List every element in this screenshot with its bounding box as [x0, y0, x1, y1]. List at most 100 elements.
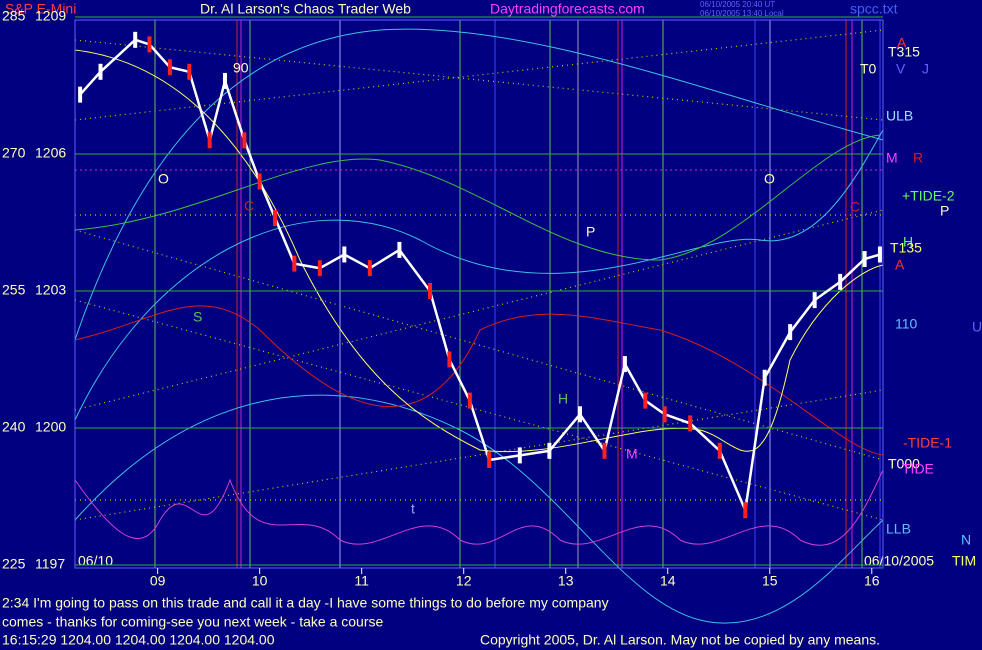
- annotation: P: [586, 224, 595, 240]
- x-tick-label: 09: [150, 573, 166, 589]
- price-bar: [133, 31, 138, 48]
- annotation: M: [886, 150, 898, 166]
- price-bar: [643, 392, 648, 409]
- start-date: 06/10: [78, 553, 113, 569]
- price-bar: [547, 442, 552, 459]
- file-name: spcc.txt: [850, 1, 898, 17]
- annotation: TIDE: [902, 461, 934, 477]
- price-bar: [167, 59, 172, 76]
- annotation: t: [411, 501, 415, 517]
- price-bar: [743, 502, 748, 519]
- annotation: H: [903, 234, 913, 250]
- annotation: A: [897, 35, 907, 51]
- price-bar: [428, 283, 433, 299]
- price-line: [79, 38, 881, 515]
- annotation: S: [193, 309, 202, 325]
- price-bar: [397, 241, 402, 258]
- price-bar: [688, 415, 693, 432]
- price-bar: [98, 63, 103, 80]
- symbol: S&P E-Mini: [5, 1, 76, 17]
- y-tick-label: 1206: [35, 145, 66, 161]
- price-bar: [467, 392, 472, 409]
- annotation: T0: [860, 61, 877, 77]
- y2-tick-label: 255: [2, 282, 26, 298]
- annotation: ULB: [886, 108, 913, 124]
- annotation: N: [961, 532, 971, 548]
- timestamp: 06/10/2005 20:40 UT: [700, 0, 775, 9]
- price-bar: [317, 260, 322, 277]
- annotation: P: [940, 203, 949, 219]
- annotation: H: [558, 391, 568, 407]
- price-bar: [717, 442, 722, 459]
- y-tick-label: 1197: [35, 556, 65, 572]
- annotation: O: [764, 171, 775, 187]
- price-bar: [762, 369, 767, 386]
- price-bar: [788, 324, 793, 341]
- end-date: 06/10/2005: [864, 553, 934, 569]
- price-bar: [602, 442, 607, 459]
- annotation: O: [158, 171, 169, 187]
- annotation: U: [972, 319, 982, 335]
- quote: 16:15:29 1204.00 1204.00 1204.00 1204.00: [2, 632, 275, 648]
- annotation: T315: [888, 44, 920, 60]
- annotation: -TIDE-1: [903, 435, 952, 451]
- y2-tick-label: 270: [2, 145, 26, 161]
- y2-tick-label: 240: [2, 419, 26, 435]
- price-bar: [222, 72, 227, 89]
- annotation: C: [850, 199, 860, 215]
- annotation: V: [896, 61, 906, 77]
- study-lines: [74, 20, 884, 624]
- x-tick-label: 10: [252, 573, 268, 589]
- x-tick-label: 12: [456, 573, 472, 589]
- annotation: C: [244, 198, 254, 214]
- message: 2:34 I'm going to pass on this trade and…: [2, 595, 609, 611]
- annotation: 110: [895, 316, 918, 332]
- price-bar: [367, 260, 372, 277]
- annotation: A: [895, 257, 905, 273]
- y2-tick-label: 225: [2, 556, 26, 572]
- price-bar: [578, 406, 582, 423]
- x-tick-label: 16: [864, 573, 880, 589]
- price-bar: [242, 132, 247, 149]
- timestamp: 06/10/2005 13:40 Local: [700, 9, 784, 18]
- footer: 2:34 I'm going to pass on this trade and…: [2, 595, 880, 648]
- annotation: T135: [890, 240, 922, 256]
- y-tick-label: 1203: [35, 282, 66, 298]
- header: S&P E-Mini Dr. Al Larson's Chaos Trader …: [5, 0, 934, 569]
- annotation: T000: [888, 456, 920, 472]
- site: Daytradingforecasts.com: [490, 1, 645, 17]
- plot-frame: [74, 19, 884, 569]
- annotation: TIM: [952, 553, 976, 569]
- price-bar: [662, 406, 667, 423]
- price-bar: [78, 86, 83, 103]
- price-bar: [272, 209, 277, 226]
- chart-title: Dr. Al Larson's Chaos Trader Web: [200, 1, 411, 17]
- price-bar: [292, 255, 297, 272]
- annotation: LLB: [886, 521, 911, 537]
- price-bar: [487, 451, 492, 468]
- price-bar: [187, 63, 192, 80]
- price-bar: [812, 292, 817, 309]
- x-tick-label: 14: [660, 573, 676, 589]
- price-bar: [207, 132, 212, 149]
- price-bar: [257, 173, 262, 190]
- price-bar: [838, 273, 843, 290]
- annotation: +TIDE-2: [902, 188, 955, 204]
- y2-tick-label: 285: [2, 8, 26, 24]
- annotation: R: [913, 150, 923, 166]
- price-bar: [447, 351, 452, 368]
- annotation: M: [626, 446, 638, 462]
- y-tick-label: 1200: [35, 419, 66, 435]
- message: comes - thanks for coming-see you next w…: [2, 614, 383, 630]
- price-bar: [147, 36, 152, 53]
- price-bar: [862, 251, 867, 268]
- price-bar: [622, 356, 627, 373]
- x-tick-label: 11: [354, 573, 369, 589]
- y-tick-label: 1209: [35, 8, 66, 24]
- price-bar: [342, 246, 347, 263]
- annotation: J: [922, 61, 929, 77]
- copyright: Copyright 2005, Dr. Al Larson. May not b…: [480, 632, 880, 648]
- x-tick-label: 15: [762, 573, 778, 589]
- price-bar: [877, 246, 882, 263]
